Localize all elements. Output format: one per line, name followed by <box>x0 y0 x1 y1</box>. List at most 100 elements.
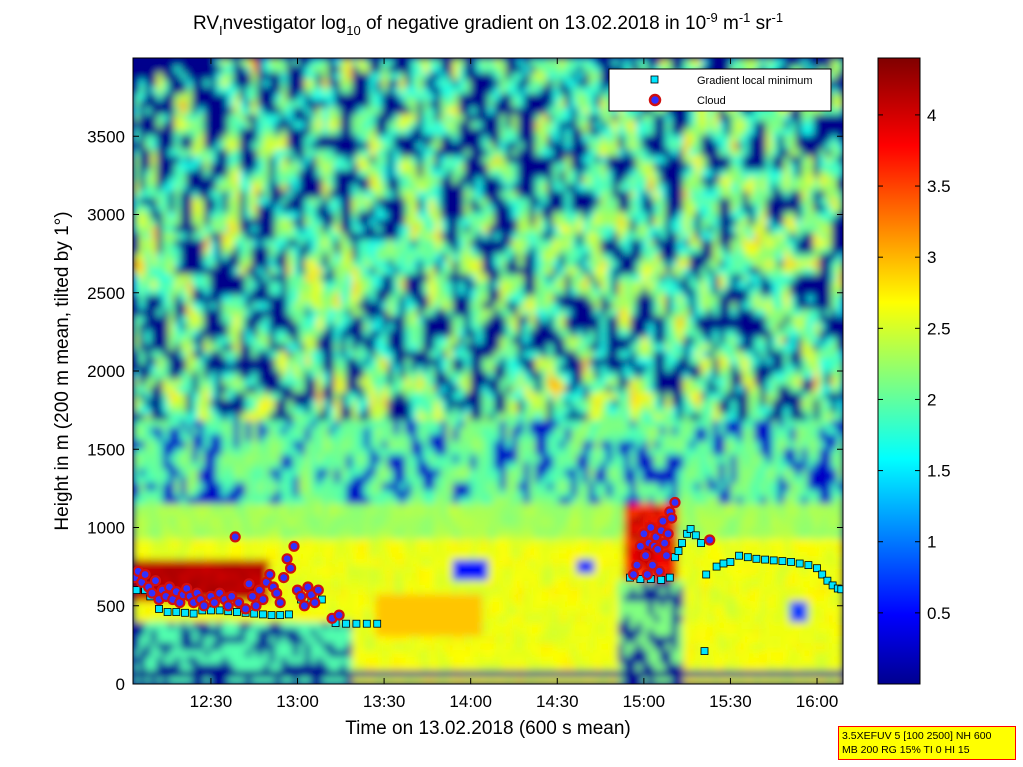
heatmap-cell <box>186 183 193 191</box>
heatmap-cell <box>351 572 359 581</box>
heatmap-cell <box>239 85 247 94</box>
heatmap-cell <box>446 586 454 595</box>
heatmap-cell <box>446 371 454 379</box>
heatmap-cell <box>168 301 176 310</box>
heatmap-cell <box>251 551 259 560</box>
heatmap-cell <box>192 461 199 470</box>
heatmap-cell <box>334 294 341 303</box>
heatmap-cell <box>233 364 241 372</box>
heatmap-cell <box>357 294 365 303</box>
heatmap-cell <box>133 92 140 101</box>
heatmap-cell <box>316 190 324 198</box>
heatmap-cell <box>168 308 176 317</box>
heatmap-cell <box>133 377 140 386</box>
heatmap-cell <box>257 670 264 678</box>
heatmap-cell <box>369 78 377 87</box>
heatmap-cell <box>138 343 146 351</box>
heatmap-cell <box>428 621 436 630</box>
heatmap-cell <box>174 273 182 282</box>
heatmap-cell <box>180 294 188 303</box>
heatmap-cell <box>204 322 211 331</box>
heatmap-cell <box>174 398 182 407</box>
heatmap-cell <box>133 482 140 491</box>
heatmap-cell <box>452 127 460 136</box>
heatmap-cell <box>357 78 365 87</box>
heatmap-cell <box>209 266 217 275</box>
heatmap-cell <box>322 259 330 268</box>
heatmap-cell <box>150 301 158 310</box>
heatmap-cell <box>239 537 247 546</box>
heatmap-cell <box>144 301 152 310</box>
heatmap-cell <box>138 155 146 164</box>
heatmap-cell <box>428 155 436 164</box>
heatmap-cell <box>363 322 371 331</box>
heatmap-cell <box>198 371 205 379</box>
heatmap-cell <box>204 461 211 470</box>
heatmap-cell <box>257 224 264 233</box>
heatmap-cell <box>186 224 193 233</box>
heatmap-cell <box>334 565 341 574</box>
heatmap-cell <box>316 294 324 303</box>
heatmap-cell <box>245 537 253 546</box>
heatmap-cell <box>251 565 259 574</box>
heatmap-cell <box>422 579 430 588</box>
heatmap-cell <box>298 572 306 581</box>
heatmap-cell <box>251 183 259 191</box>
heatmap-cell <box>198 614 205 623</box>
heatmap-cell <box>417 350 424 358</box>
heatmap-cell <box>411 426 418 435</box>
heatmap-cell <box>192 391 199 400</box>
heatmap-cell <box>369 252 377 261</box>
heatmap-cell <box>381 405 389 414</box>
heatmap-cell <box>251 468 259 477</box>
heatmap-cell <box>192 426 199 435</box>
heatmap-cell <box>316 384 324 393</box>
heatmap-cell <box>150 621 158 630</box>
heatmap-cell <box>452 294 460 303</box>
heatmap-cell <box>393 322 401 331</box>
heatmap-cell <box>369 322 377 331</box>
heatmap-cell <box>428 127 436 136</box>
heatmap-cell <box>227 245 235 254</box>
heatmap-cell <box>174 85 182 94</box>
heatmap-cell <box>316 398 324 407</box>
heatmap-cell <box>198 148 205 157</box>
heatmap-cell <box>369 211 377 219</box>
heatmap-cell <box>133 517 140 525</box>
heatmap-cell <box>452 412 460 421</box>
heatmap-cell <box>440 252 448 261</box>
heatmap-cell <box>369 419 377 428</box>
heatmap-cell <box>168 572 176 581</box>
heatmap-cell <box>133 322 140 331</box>
heatmap-cell <box>269 468 276 477</box>
heatmap-cell <box>411 447 418 456</box>
heatmap-cell <box>215 530 223 539</box>
heatmap-cell <box>138 308 146 317</box>
heatmap-cell <box>186 433 193 442</box>
heatmap-cell <box>227 120 235 129</box>
heatmap-cell <box>422 503 430 511</box>
heatmap-cell <box>168 176 176 184</box>
heatmap-cell <box>174 663 182 671</box>
heatmap-cell <box>192 99 199 108</box>
heatmap-cell <box>363 537 371 546</box>
heatmap-cell <box>138 621 146 630</box>
heatmap-cell <box>434 336 442 344</box>
heatmap-cell <box>233 391 241 400</box>
heatmap-cell <box>399 259 406 268</box>
heatmap-cell <box>452 190 460 198</box>
heatmap-cell <box>233 454 241 463</box>
heatmap-cell <box>340 454 347 463</box>
heatmap-cell <box>221 663 229 671</box>
heatmap-cell <box>363 329 371 338</box>
heatmap-cell <box>422 231 430 240</box>
heatmap-cell <box>351 635 359 644</box>
heatmap-cell <box>346 92 353 101</box>
heatmap-cell <box>156 384 164 393</box>
heatmap-cell <box>257 64 264 73</box>
heatmap-cell <box>375 677 383 684</box>
heatmap-cell <box>233 162 241 171</box>
heatmap-cell <box>221 391 229 400</box>
heatmap-cell <box>393 530 401 539</box>
heatmap-cell <box>263 78 270 87</box>
